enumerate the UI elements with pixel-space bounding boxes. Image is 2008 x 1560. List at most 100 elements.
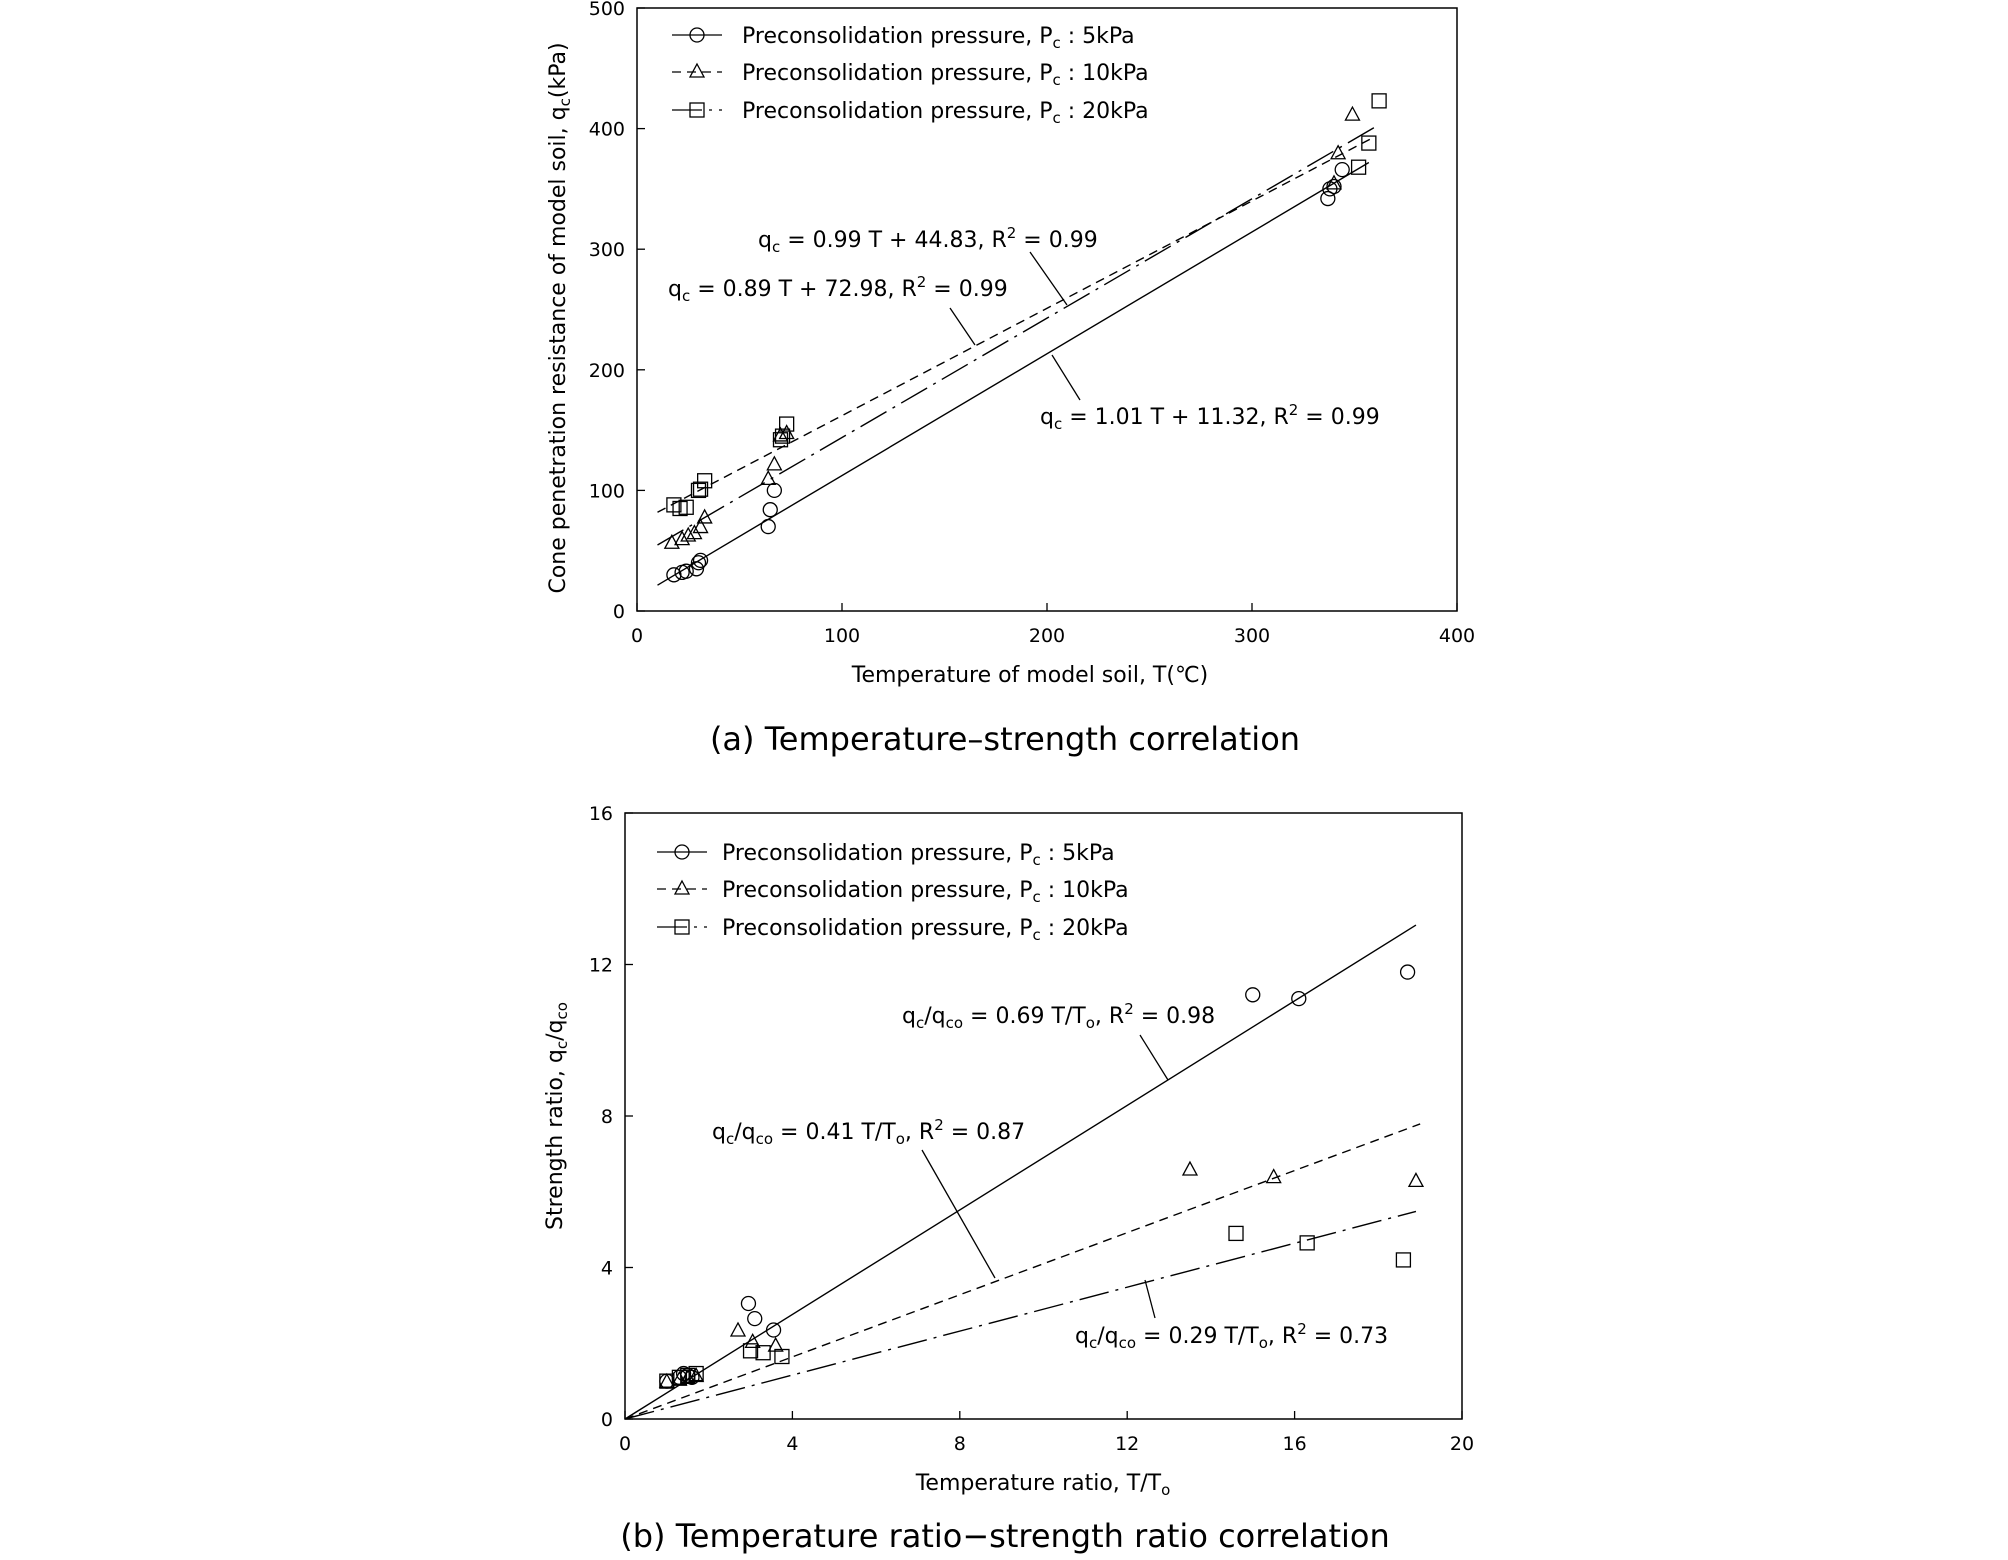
data-point-circle: [747, 1310, 763, 1327]
data-point-square: [671, 1369, 688, 1385]
legend-a-label-3: Preconsolidation pressure, P: [742, 99, 1052, 124]
fit-lines-a: [657, 124, 1380, 586]
y-axis-label-b: Strength ratio, qc/qco: [543, 1002, 571, 1230]
y-tick-label: 400: [589, 119, 625, 141]
annotation-b-2: qc/qco = 0.41 T/To, R2 = 0.87: [712, 1116, 1025, 1279]
data-point-triangle: [766, 455, 783, 471]
data-point-triangle: [767, 1336, 784, 1352]
svg-text:qc = 0.89 T + 72.98, R2 = 0.99: qc = 0.89 T + 72.98, R2 = 0.99: [668, 273, 1008, 305]
x-tick-label: 300: [1234, 625, 1270, 647]
data-point-circle: [684, 1369, 700, 1385]
tick-group-b: 0 4 8 12 16 20 0 4 8 12 16: [589, 803, 1474, 1455]
svg-text:qc/qco = 0.69 T/To, R2 = 0.98: qc/qco = 0.69 T/To, R2 = 0.98: [902, 1000, 1215, 1032]
fit-line-triangle: [657, 135, 1376, 513]
data-point-square: [1371, 93, 1387, 109]
legend-b-label-1: Preconsolidation pressure, P: [722, 841, 1032, 866]
data-point-square: [697, 473, 713, 489]
x-tick-label: 200: [1029, 625, 1065, 647]
tick-group-a: 0 100 200 300 400 0 100 200 300 400 500: [589, 0, 1475, 647]
annotation-a-3: qc = 1.01 T + 11.32, R2 = 0.99: [1040, 354, 1380, 433]
legend-b-tail-2: : 10kPa: [1041, 878, 1129, 903]
data-point-circle: [765, 1322, 782, 1338]
data-point-square: [772, 432, 789, 448]
data-point-circle: [1326, 178, 1342, 195]
data-point-circle: [688, 561, 705, 577]
x-tick-label: 100: [824, 625, 860, 647]
x-tick-label: 4: [786, 1433, 798, 1455]
data-point-triangle: [1344, 105, 1361, 121]
data-point-square: [1361, 135, 1377, 151]
data-point-circle: [760, 518, 776, 535]
data-point-triangle: [772, 426, 789, 442]
fit-line-square: [624, 1210, 1417, 1420]
svg-text:Preconsolidation pressure, Pc: Preconsolidation pressure, Pc : 20kPa: [742, 99, 1149, 127]
y-tick-label: 0: [601, 1409, 613, 1431]
legend-a-item-2: Preconsolidation pressure, Pc : 10kPa: [672, 61, 1149, 89]
data-point-circle: [1334, 161, 1350, 178]
y-tick-label: 8: [601, 1106, 613, 1128]
data-point-circle: [659, 1373, 675, 1389]
fit-lines-b: [624, 924, 1421, 1420]
data-point-triangle: [778, 424, 795, 440]
data-point-triangle: [729, 1321, 747, 1337]
data-point-square: [659, 1373, 675, 1389]
legend-b-label-3: Preconsolidation pressure, P: [722, 916, 1032, 941]
data-point-square: [1299, 1235, 1315, 1251]
legend-a-sub-3: c: [1052, 109, 1060, 127]
data-point-triangle: [658, 1372, 675, 1388]
x-tick-label: 12: [1115, 1433, 1139, 1455]
svg-text:qc = 0.99 T + 44.83, R2 = 0.99: qc = 0.99 T + 44.83, R2 = 0.99: [758, 224, 1098, 256]
svg-text:Preconsolidation pressure, Pc: Preconsolidation pressure, Pc : 20kPa: [722, 916, 1129, 944]
x-tick-label: 20: [1450, 1433, 1474, 1455]
data-point-circle: [1320, 190, 1336, 207]
fit-line-circle: [624, 924, 1417, 1420]
chart-panel-b: 0 4 8 12 16 20 0 4 8 12 16 Preconsolidation pressu…: [543, 803, 1474, 1555]
data-point-circle: [1399, 964, 1416, 980]
legend-a-item-3: Preconsolidation pressure, Pc : 20kPa: [672, 99, 1149, 127]
data-point-circle: [762, 502, 778, 518]
data-point-square: [1350, 159, 1367, 175]
data-point-square: [692, 481, 709, 497]
data-point-triangle: [680, 526, 697, 542]
data-point-triangle: [688, 1367, 705, 1383]
data-point-triangle: [760, 469, 777, 485]
svg-text:Preconsolidation pressure, Pc: Preconsolidation pressure, Pc : 10kPa: [722, 878, 1129, 906]
svg-text:qc/qco = 0.41 T/To, R2 = 0.87: qc/qco = 0.41 T/To, R2 = 0.87: [712, 1116, 1025, 1148]
data-point-square: [779, 416, 795, 432]
svg-text:qc = 1.01 T + 11.32, R2 = 0.99: qc = 1.01 T + 11.32, R2 = 0.99: [1040, 401, 1380, 433]
data-point-square: [678, 499, 694, 515]
legend-b-item-1: Preconsolidation pressure, Pc : 5kPa: [657, 841, 1115, 869]
legend-a-item-1: Preconsolidation pressure, Pc : 5kPa: [672, 24, 1135, 52]
chart-panel-a: 0 100 200 300 400 0 100 200 300 400 500 Preconsoli…: [546, 0, 1475, 758]
annotation-b-3: qc/qco = 0.29 T/To, R2 = 0.73: [1075, 1279, 1388, 1352]
data-point-square: [1395, 1252, 1412, 1268]
data-point-circle: [690, 555, 707, 571]
data-points-b: [658, 964, 1425, 1389]
legend-a-tail-2: : 10kPa: [1061, 61, 1149, 86]
data-point-triangle: [1181, 1160, 1199, 1176]
legend-b-sub-2: c: [1032, 888, 1040, 906]
fit-line-triangle: [624, 1123, 1421, 1420]
legend-a: Preconsolidation pressure, Pc : 5kPa Pre…: [672, 24, 1149, 127]
y-tick-label: 300: [589, 239, 625, 261]
data-point-square: [666, 497, 682, 513]
y-tick-label: 12: [589, 955, 613, 977]
annotation-a-1: qc = 0.99 T + 44.83, R2 = 0.99: [758, 224, 1098, 306]
fit-line-square: [657, 124, 1380, 546]
data-point-square: [680, 1367, 696, 1384]
data-point-circle: [678, 563, 694, 579]
y-tick-label: 500: [589, 0, 625, 20]
svg-text:qc/qco = 0.29 T/To, R2 = 0.73: qc/qco = 0.29 T/To, R2 = 0.73: [1075, 1320, 1388, 1352]
data-point-triangle: [1330, 144, 1347, 160]
y-tick-label: 100: [589, 480, 625, 502]
x-axis-label-b: Temperature ratio, T/To: [915, 1471, 1171, 1499]
caption-a: (a) Temperature–strength correlation: [710, 720, 1300, 758]
y-tick-label: 4: [601, 1258, 613, 1280]
data-point-circle: [692, 552, 709, 568]
x-tick-label: 0: [619, 1433, 631, 1455]
legend-b: Preconsolidation pressure, Pc : 5kPa Pre…: [657, 841, 1129, 944]
y-tick-label: 0: [613, 601, 625, 623]
data-point-square: [755, 1345, 771, 1361]
svg-text:Preconsolidation pressure, Pc: Preconsolidation pressure, Pc : 10kPa: [742, 61, 1149, 89]
